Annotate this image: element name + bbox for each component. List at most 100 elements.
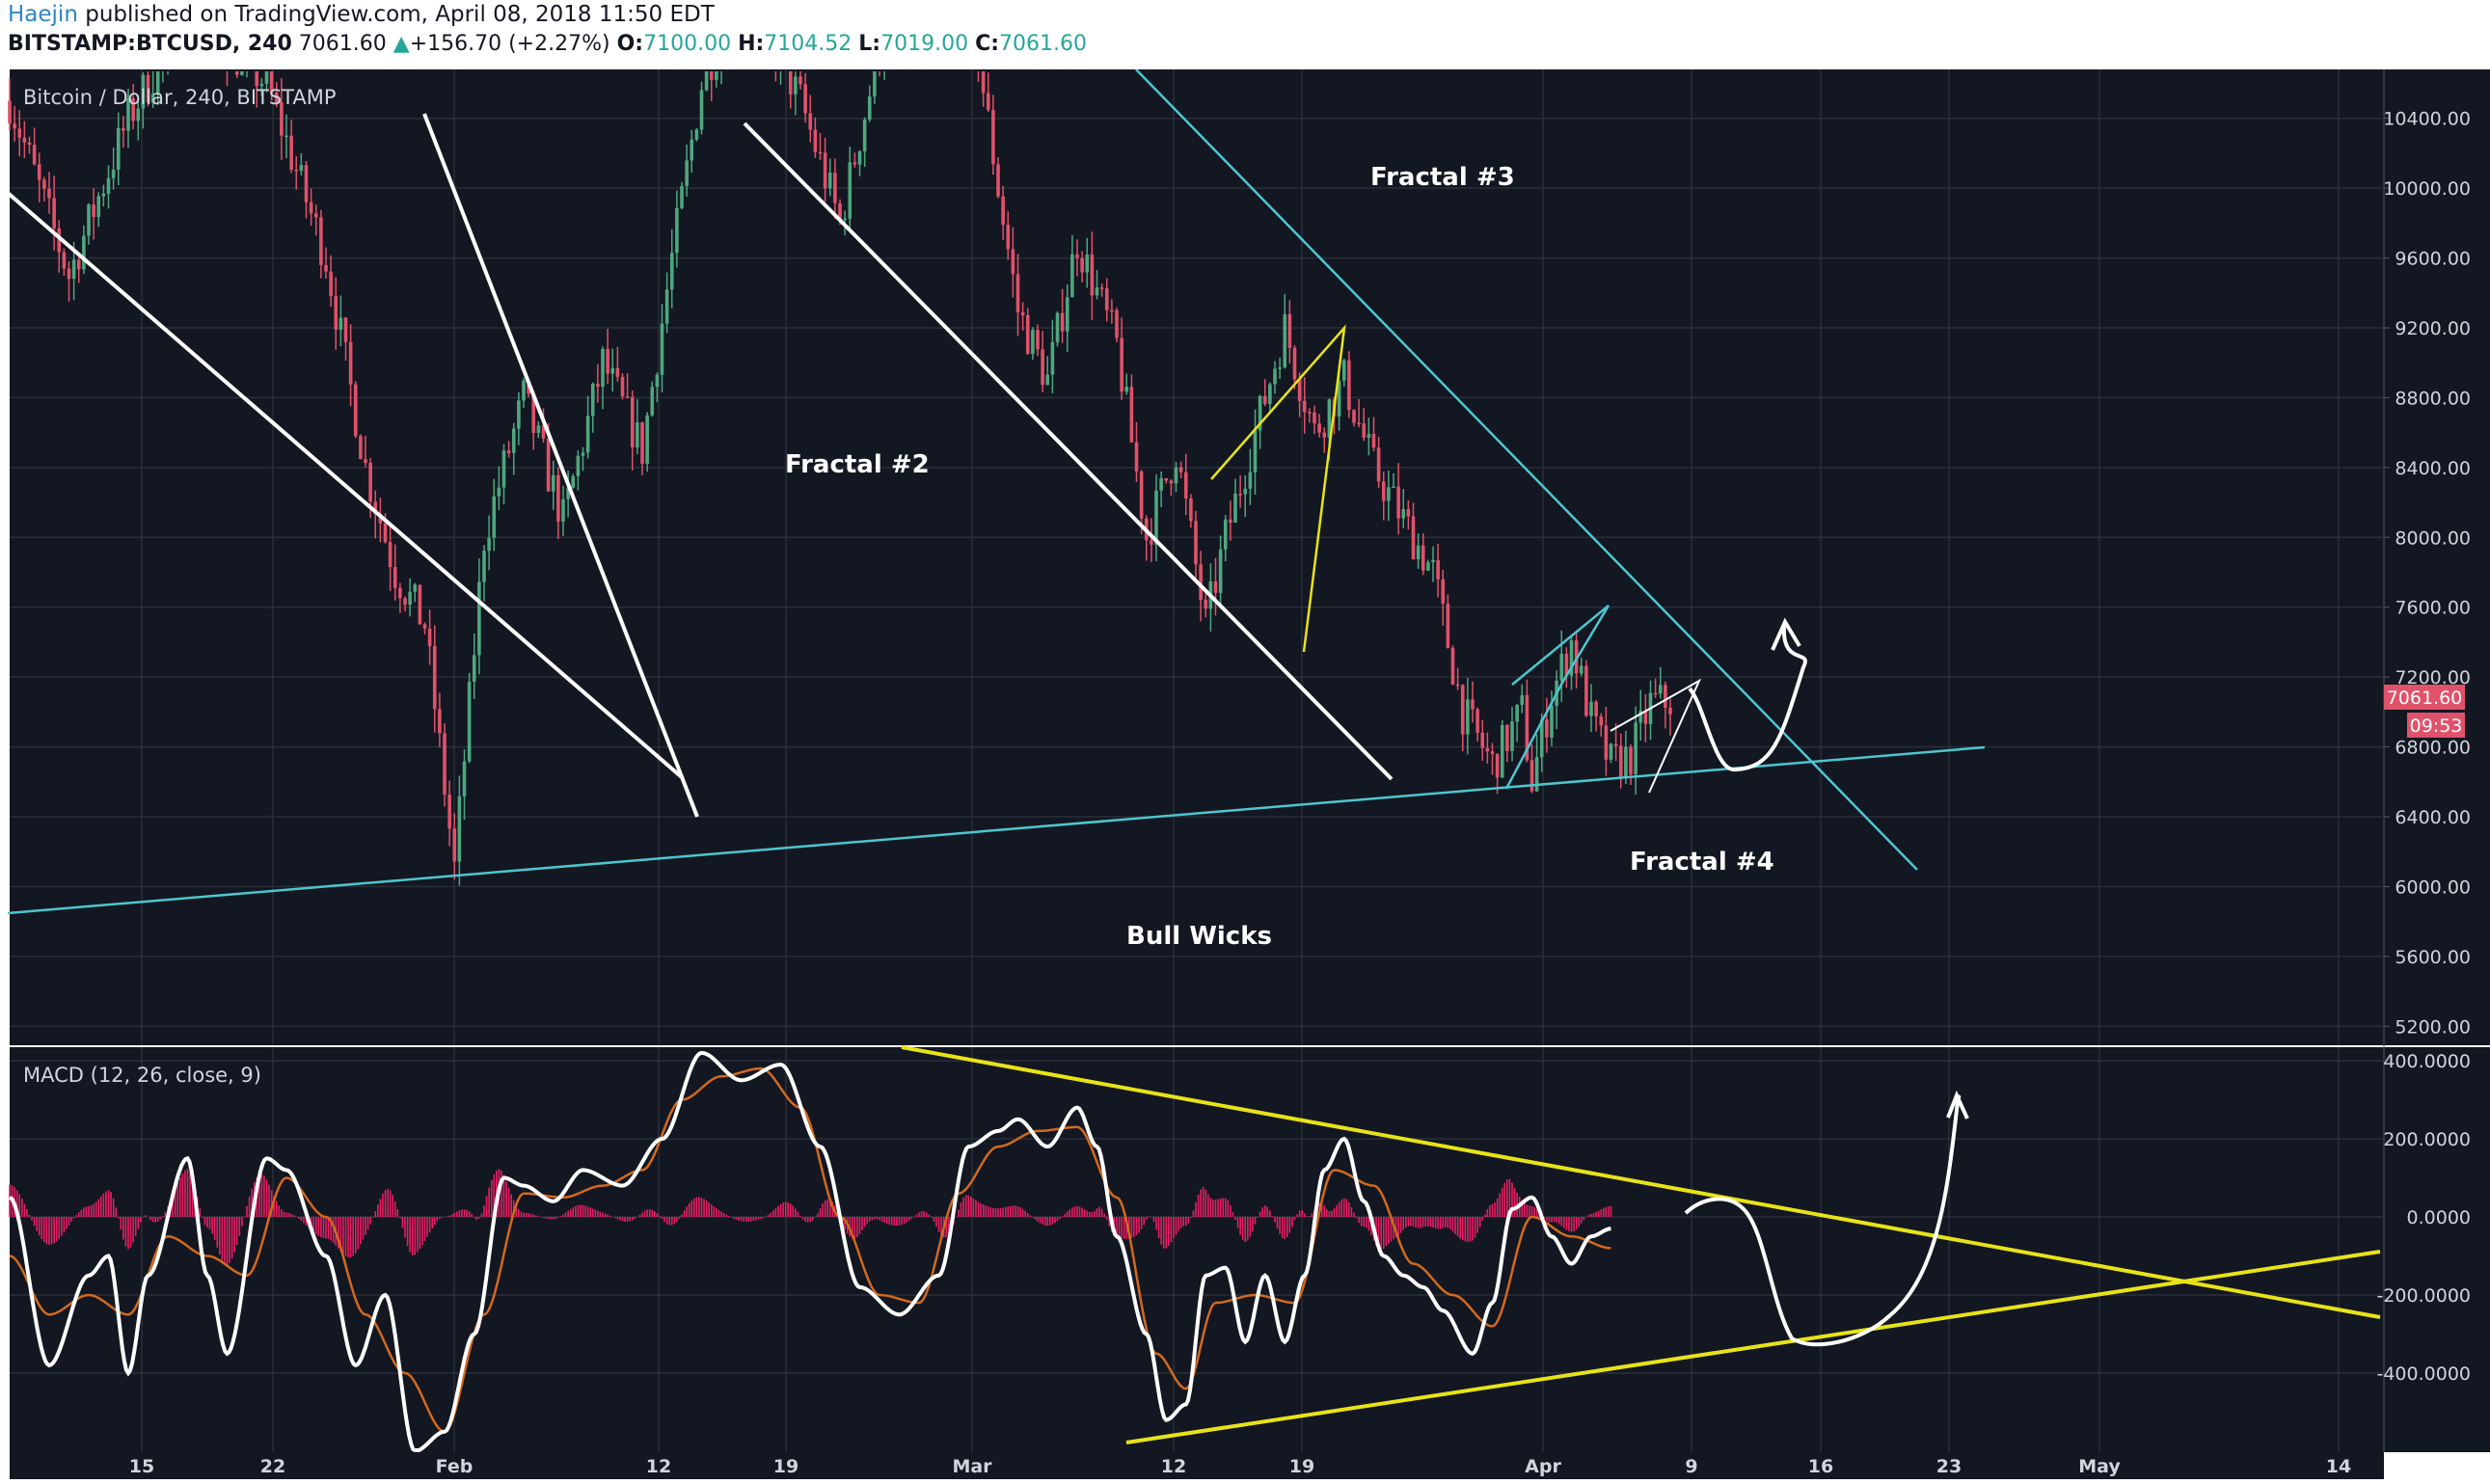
candle-body (126, 98, 130, 131)
candle-body (606, 348, 609, 374)
candle-body (1243, 488, 1248, 495)
candle-body (1322, 432, 1327, 438)
price-scale[interactable]: 10400.00 10000.00 9600.00 9200.00 8800.00 840… (2383, 109, 2471, 1039)
candle-body (1045, 374, 1050, 386)
candle-body (585, 416, 590, 453)
candle-body (1020, 311, 1025, 315)
chart-svg[interactable]: Fractal #3 Fractal #2 Fractal #4 Bull Wi… (0, 68, 2490, 1479)
macd-tick-label: 200.0000 (2383, 1129, 2471, 1150)
candle-body (111, 170, 116, 178)
macd-scale[interactable]: 400.0000 200.0000 0.0000 -200.0000 -400.0000 (2376, 1051, 2471, 1385)
white-wedge-2[interactable] (1610, 678, 1702, 794)
candle-body (403, 598, 407, 606)
time-tick-label: 15 (129, 1456, 154, 1477)
candle-body (1060, 312, 1065, 332)
candle-body (620, 376, 625, 397)
white-trendline-3[interactable] (743, 121, 1394, 781)
price-tick-label: 6800.00 (2395, 738, 2471, 759)
candle-body (136, 108, 141, 121)
candle-body (1080, 257, 1084, 273)
price-pane-title: Bitcoin / Dollar, 240, BITSTAMP (23, 86, 337, 109)
candle-body (1401, 509, 1406, 519)
candle-body (472, 655, 476, 682)
candle-body (1653, 692, 1658, 695)
price-projection-arrowhead[interactable] (1771, 617, 1801, 651)
candle-body (1431, 559, 1435, 563)
candle-body (492, 496, 497, 538)
candle-body (482, 551, 486, 582)
candle-body (1036, 330, 1040, 350)
candle-body (1258, 395, 1262, 431)
price-tick-label: 9200.00 (2395, 318, 2471, 339)
white-trendline-2[interactable] (422, 113, 699, 818)
candle-body (1253, 430, 1258, 472)
candle-body (685, 160, 689, 186)
macd-projection-path[interactable] (1684, 1094, 1962, 1347)
candle-body (1525, 694, 1529, 761)
candle-body (1441, 579, 1446, 605)
candle-body (388, 542, 392, 568)
last-price-tag-text: 7061.60 (2387, 688, 2463, 709)
candle-body (1529, 760, 1534, 792)
candle-body (1520, 694, 1525, 705)
candle-body (838, 202, 842, 221)
macd-projection-arrowhead[interactable] (1946, 1090, 1969, 1120)
candle-body (1139, 471, 1144, 519)
candle-body (27, 142, 32, 146)
candle-body (57, 228, 62, 253)
white-trendline-1[interactable] (6, 191, 685, 780)
candle-body (664, 289, 669, 324)
candle-body (146, 74, 150, 103)
cyan-downtrend-line[interactable] (1135, 68, 1918, 871)
candle-body (319, 217, 323, 265)
candle-body (392, 567, 397, 588)
candle-body (788, 71, 793, 94)
yellow-wedge[interactable] (1210, 324, 1346, 653)
candle-body (1183, 472, 1188, 499)
candle-body (274, 92, 279, 103)
trend-drawings[interactable] (6, 68, 2381, 1444)
candle-body (699, 90, 704, 130)
candle-body (87, 204, 91, 236)
candle-body (1278, 367, 1282, 369)
price-tick-label: 10400.00 (2383, 109, 2471, 130)
cyan-wedge-1[interactable] (1504, 605, 1610, 790)
candle-body (1668, 707, 1672, 715)
candle-body (1609, 743, 1613, 760)
cyan-support-line[interactable] (7, 745, 1986, 915)
candle-body (1466, 699, 1470, 735)
author-link[interactable]: Haejin (8, 2, 78, 27)
time-tick-label: 22 (260, 1456, 285, 1477)
macd-yellow-downtrend[interactable] (901, 1045, 2381, 1319)
ohlc-line: BITSTAMP:BTCUSD, 240 7061.60 ▲+156.70 (+… (8, 32, 1087, 56)
macd-tick-label: -200.0000 (2376, 1285, 2471, 1307)
candle-body (353, 384, 358, 437)
candle-body (1387, 487, 1391, 501)
candle-body (1347, 360, 1351, 411)
candle-body (1371, 434, 1376, 448)
candle-body (862, 120, 867, 152)
candle-body (82, 235, 86, 270)
candle-body (1495, 754, 1500, 778)
candle-body (1534, 757, 1539, 792)
candle-body (556, 474, 560, 522)
chart-area[interactable]: Fractal #3 Fractal #2 Fractal #4 Bull Wi… (0, 68, 2490, 1479)
candle-body (571, 475, 576, 488)
macd-yellow-uptrend[interactable] (1125, 1250, 2381, 1444)
candle-body (383, 523, 388, 543)
price-projection-path[interactable] (1688, 626, 1807, 771)
candle-body (1589, 701, 1593, 716)
candle-body (1436, 559, 1440, 580)
time-scale[interactable]: 15 22 Feb 12 19 Mar 12 19 Apr 9 16 23 May 14 (129, 1456, 2351, 1477)
time-tick-label: Apr (1525, 1456, 1561, 1477)
candle-body (467, 681, 472, 762)
candle-body (1505, 724, 1509, 751)
price-scale-background (2384, 69, 2490, 1452)
candle-body (991, 110, 995, 165)
candle-body (47, 188, 51, 199)
candle-body (1426, 562, 1430, 571)
candle-body (289, 135, 293, 171)
candle-body (1104, 288, 1109, 310)
price-tick-label: 8800.00 (2395, 388, 2471, 409)
candle-body (304, 165, 309, 202)
